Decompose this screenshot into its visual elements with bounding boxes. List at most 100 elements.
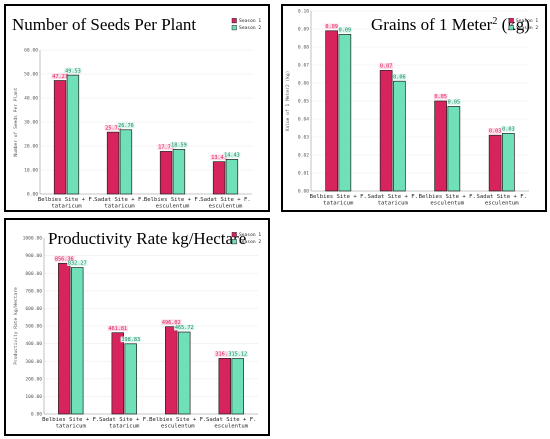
legend-label: Season 1: [516, 18, 538, 24]
bar: [111, 332, 124, 415]
x-tick-label: esculentum: [430, 201, 464, 207]
bar: [338, 34, 352, 192]
y-tick-label: 900.00: [25, 253, 42, 259]
y-tick-label: 20.00: [24, 144, 38, 150]
x-tick-label: Belbies Site + F.: [42, 417, 99, 423]
y-axis-label: Value of 1 Meter2 (kg): [285, 71, 291, 132]
title-suffix: (kg): [497, 15, 530, 34]
y-tick-label: 700.00: [25, 288, 42, 294]
bar: [178, 331, 191, 415]
bar: [159, 151, 173, 195]
bar: [231, 358, 244, 415]
data-label: 49.53: [65, 68, 81, 74]
bar: [225, 159, 239, 195]
data-label: 26.76: [118, 123, 134, 129]
y-tick-label: 0.09: [298, 27, 309, 33]
legend-label: Season 2: [239, 25, 261, 31]
bar: [392, 80, 406, 192]
y-tick-label: 0.01: [298, 171, 309, 177]
data-label-bg: [107, 325, 128, 332]
chart-svg-grains: 0.000.010.020.030.040.050.060.070.080.09…: [285, 9, 538, 207]
data-label: 0.03: [502, 127, 514, 133]
x-tick-label: Sadat Site + F.: [94, 197, 145, 203]
chart-title: Productivity Rate kg/Hectare: [48, 229, 246, 248]
x-tick-label: Belbies Site + F.: [38, 197, 95, 203]
y-tick-label: 0.00: [31, 412, 42, 418]
data-label-bg: [174, 324, 195, 331]
x-tick-label: Belbies Site + F.: [144, 197, 201, 203]
x-tick-label: tataricum: [56, 424, 87, 430]
data-label: 0.06: [393, 74, 406, 80]
x-tick-label: Sadat Site + F.: [367, 194, 418, 200]
bar: [212, 161, 226, 195]
legend-swatch: [231, 239, 237, 245]
data-label: 17.74: [158, 145, 174, 151]
legend-label: Season 2: [516, 25, 538, 31]
data-label-bg: [67, 260, 88, 266]
y-tick-label: 400.00: [25, 341, 42, 347]
y-tick-label: 0.00: [298, 189, 309, 195]
x-tick-label: esculentum: [209, 204, 243, 210]
x-tick-label: Sadat Site + F.: [200, 197, 251, 203]
bar: [379, 70, 393, 192]
data-label-bg: [501, 126, 516, 132]
legend-swatch: [231, 232, 237, 238]
y-tick-label: 60.00: [24, 48, 38, 54]
data-label: 496.02: [162, 320, 181, 326]
data-label: 0.07: [380, 64, 393, 70]
bar: [106, 131, 120, 195]
bar: [70, 267, 84, 415]
legend-swatch: [231, 18, 237, 24]
x-tick-label: tataricum: [51, 204, 82, 210]
data-label-bg: [337, 27, 352, 33]
bar: [165, 326, 178, 415]
bar: [172, 149, 186, 195]
x-tick-label: tataricum: [104, 204, 135, 210]
data-label-bg: [324, 23, 339, 30]
y-tick-label: 0.04: [298, 117, 309, 123]
data-label: 0.05: [448, 100, 461, 106]
bar: [488, 134, 502, 192]
legend-swatch: [231, 25, 237, 31]
x-tick-label: esculentum: [156, 204, 190, 210]
data-label-bg: [54, 256, 75, 262]
data-label-bg: [104, 124, 122, 131]
data-label: 465.72: [175, 325, 194, 331]
bar: [218, 358, 232, 415]
legend-label: Season 1: [239, 232, 261, 238]
y-tick-label: 50.00: [24, 72, 38, 78]
chart-panel-productivity: 0.00 100.00 200.00 300.00 400.00 500.00 600.00…: [4, 218, 270, 436]
data-label-bg: [64, 67, 82, 74]
y-tick-label: 0.10: [298, 9, 309, 15]
data-label: 856.36: [55, 256, 74, 262]
data-label: 0.09: [339, 28, 352, 34]
y-tick-label: 1000.00: [23, 236, 43, 242]
legend-label: Season 1: [239, 18, 261, 24]
x-tick-label: Sadat Site + F.: [206, 417, 257, 423]
y-tick-label: 600.00: [25, 306, 42, 312]
data-label-bg: [120, 336, 141, 343]
y-tick-label: 800.00: [25, 271, 42, 277]
data-label: 398.83: [121, 337, 140, 343]
data-label: 316.10: [215, 352, 234, 358]
y-tick-label: 500.00: [25, 324, 42, 330]
data-label-bg: [227, 351, 248, 357]
data-label-bg: [392, 74, 407, 80]
data-label-bg: [117, 122, 135, 129]
y-tick-label: 0.07: [298, 63, 309, 69]
legend-swatch: [508, 25, 514, 31]
chart-panel-grains: 0.00 0.01 0.02 0.03 0.04 0.05 0.06 0.07 0.08 0.09…: [281, 4, 547, 212]
x-tick-label: Sadat Site + F.: [476, 194, 527, 200]
legend-label: Season 2: [239, 239, 261, 245]
bar: [53, 80, 67, 195]
bar: [502, 133, 515, 192]
bar: [434, 100, 448, 192]
chart-panel-seeds: 0.00 10.00 20.00 30.00 40.00 50.00 60.00 Number…: [4, 4, 270, 212]
data-label: 18.59: [171, 143, 187, 149]
chart-svg-productivity: 0.00 100.00 200.00 300.00 400.00 500.00 600.00…: [13, 229, 261, 430]
chart-title: Grains of 1 Meter2 (kg): [371, 15, 530, 34]
x-tick-label: Belbies Site + F.: [149, 417, 206, 423]
x-tick-label: tataricum: [109, 424, 140, 430]
data-label-bg: [433, 93, 448, 100]
data-label: 47.27: [52, 74, 68, 80]
